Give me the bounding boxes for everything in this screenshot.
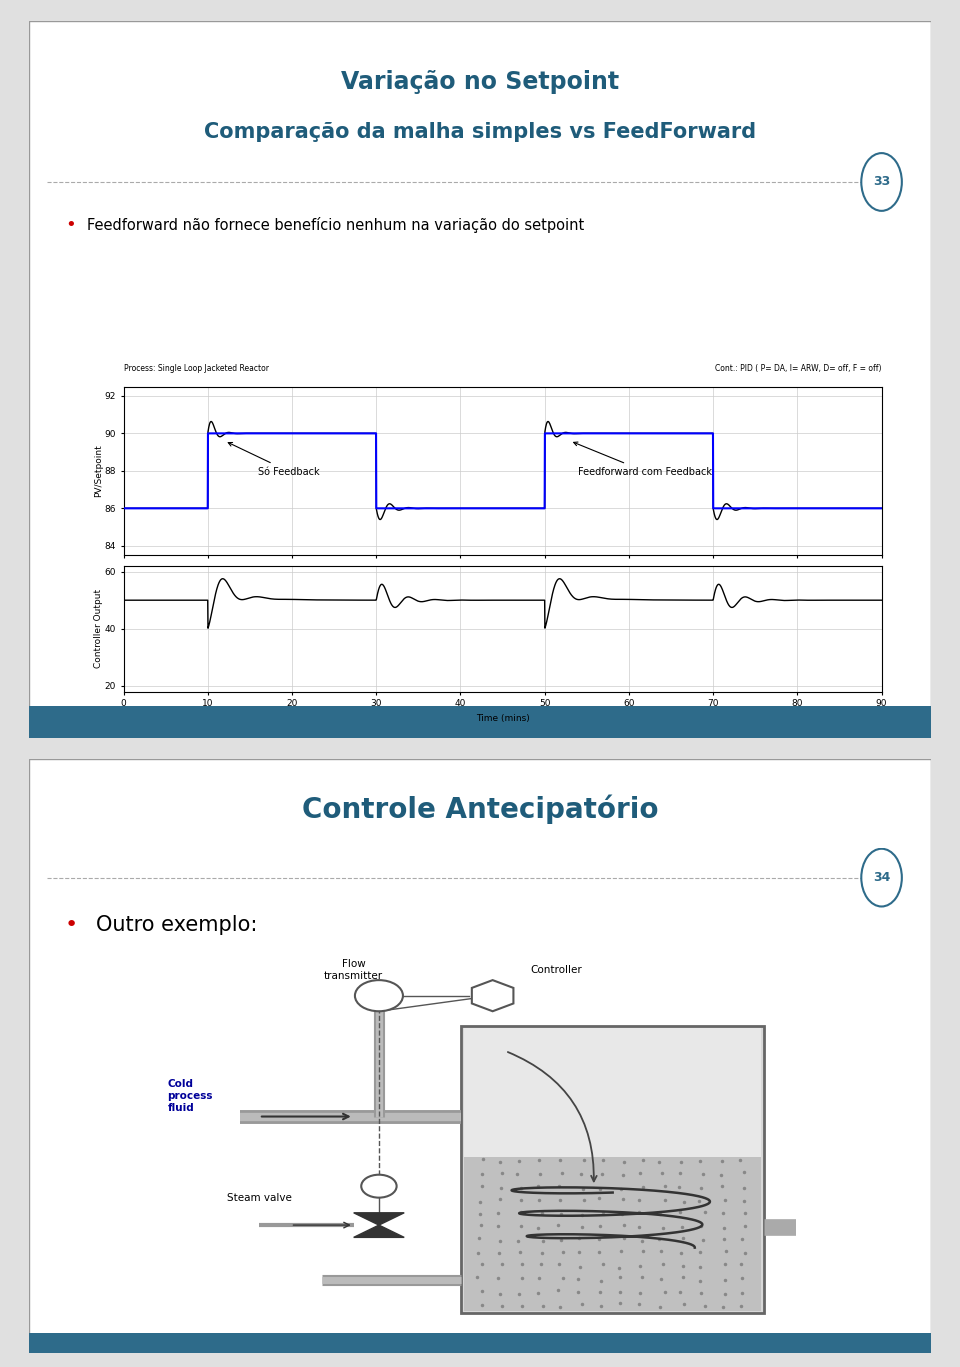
Circle shape xyxy=(355,980,403,1012)
Bar xyxy=(465,1028,761,1158)
Text: Controle Antecipatório: Controle Antecipatório xyxy=(301,794,659,824)
X-axis label: Time (mins): Time (mins) xyxy=(476,714,529,723)
Text: Cold
process
fluid: Cold process fluid xyxy=(167,1080,213,1113)
Text: Controller: Controller xyxy=(531,965,583,975)
Bar xyxy=(29,705,931,738)
Y-axis label: PV/Setpoint: PV/Setpoint xyxy=(94,444,103,498)
FancyBboxPatch shape xyxy=(29,21,931,738)
Text: 33: 33 xyxy=(873,175,890,189)
Text: Cont.: PID ( P= DA, I= ARW, D= off, F = off): Cont.: PID ( P= DA, I= ARW, D= off, F = … xyxy=(715,364,881,373)
Polygon shape xyxy=(353,1213,404,1225)
Circle shape xyxy=(861,849,901,906)
Text: Flow
transmitter: Flow transmitter xyxy=(324,960,383,980)
Text: Comparação da malha simples vs FeedForward: Comparação da malha simples vs FeedForwa… xyxy=(204,122,756,142)
Circle shape xyxy=(361,1174,396,1197)
Text: Variação no Setpoint: Variação no Setpoint xyxy=(341,70,619,93)
Polygon shape xyxy=(353,1225,404,1237)
Text: Só Feedback: Só Feedback xyxy=(228,443,320,477)
Text: Steam valve: Steam valve xyxy=(228,1193,292,1203)
Y-axis label: Controller Output: Controller Output xyxy=(94,589,103,668)
Bar xyxy=(461,1027,764,1314)
Text: 34: 34 xyxy=(873,871,890,884)
Text: Feedforward não fornece benefício nenhum na variação do setpoint: Feedforward não fornece benefício nenhum… xyxy=(87,217,585,232)
Text: Feedforward com Feedback: Feedforward com Feedback xyxy=(574,442,712,477)
FancyBboxPatch shape xyxy=(29,759,931,1353)
Text: Outro exemplo:: Outro exemplo: xyxy=(96,915,258,935)
Text: Process: Single Loop Jacketed Reactor: Process: Single Loop Jacketed Reactor xyxy=(124,364,269,373)
Bar xyxy=(465,1158,761,1311)
Bar xyxy=(29,1333,931,1353)
Circle shape xyxy=(861,153,901,211)
Text: •: • xyxy=(65,915,78,935)
Text: •: • xyxy=(65,216,76,234)
Polygon shape xyxy=(472,980,514,1012)
